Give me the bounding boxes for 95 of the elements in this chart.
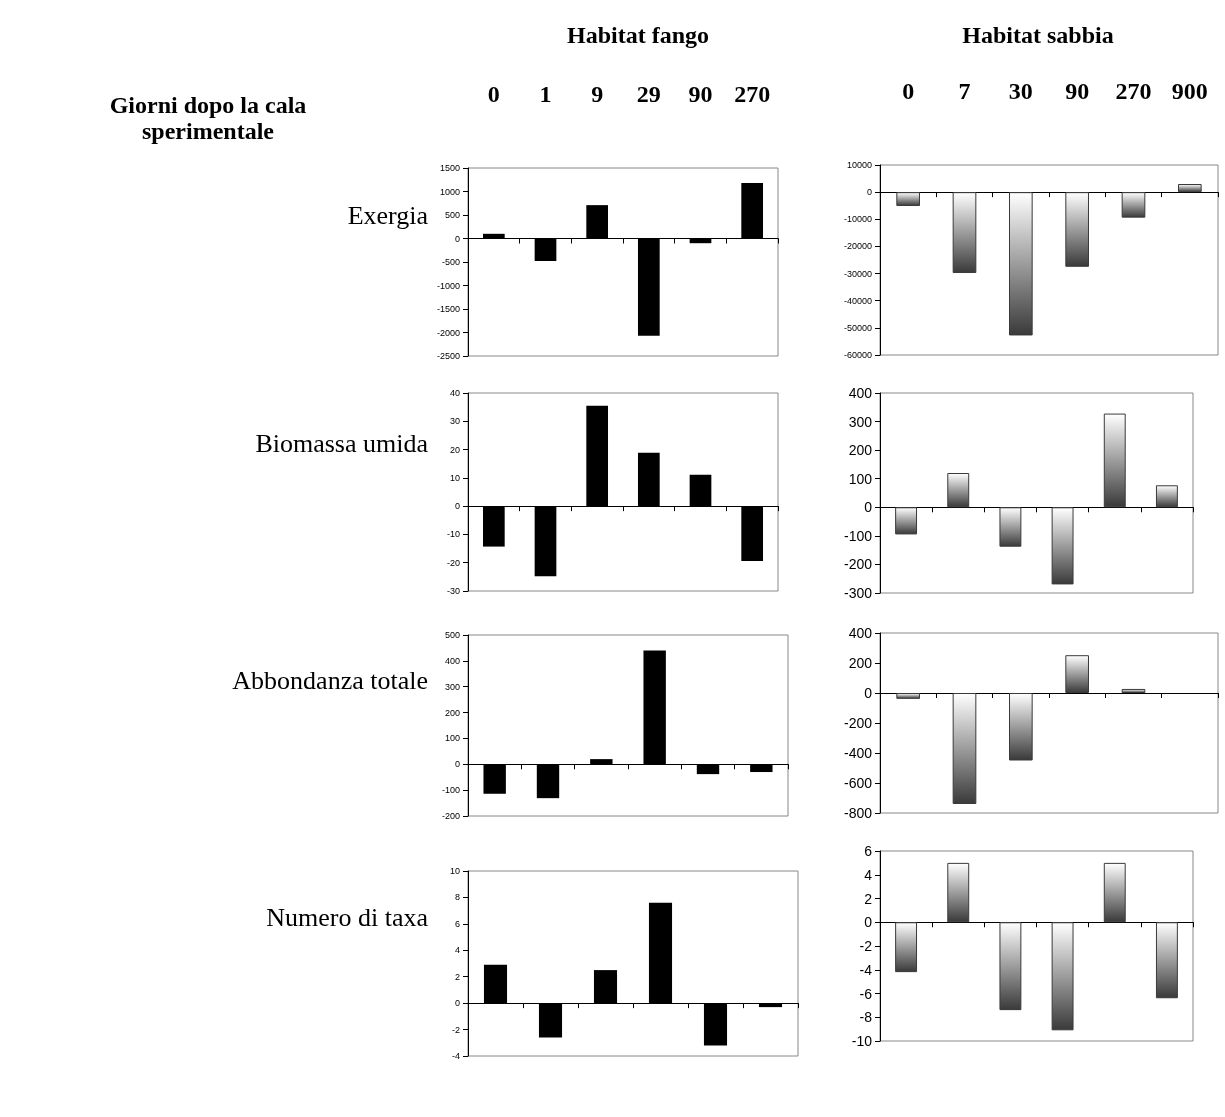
bar (895, 507, 918, 535)
y-tick-label: 100 (848, 470, 873, 487)
y-tick-label: 500 (444, 210, 460, 220)
y-tick-label: 0 (454, 998, 460, 1009)
y-tick-label: 0 (864, 914, 873, 931)
y-tick-label: -1500 (436, 304, 460, 314)
y-axis-title: Biomassa umida (254, 428, 428, 459)
y-tick-label: -100 (441, 785, 460, 796)
y-tick-label: -10 (446, 529, 460, 540)
y-tick-label: -600 (843, 775, 873, 791)
y-tick-label: 100 (444, 733, 460, 744)
y-tick-label: 2 (864, 890, 873, 907)
y-tick-label: 200 (848, 655, 873, 671)
bar (896, 693, 920, 699)
y-tick-label: 1000 (439, 186, 460, 197)
y-tick-label: 400 (848, 385, 873, 401)
bar (1009, 693, 1033, 761)
y-tick-label: 30 (449, 416, 460, 427)
y-tick-label: -30000 (843, 268, 872, 279)
x-tick-label: 270 (1115, 78, 1152, 104)
y-tick-label: -100 (843, 527, 873, 544)
chart-title: Habitat sabbia (961, 22, 1115, 49)
y-tick-label: 0 (454, 501, 460, 512)
x-tick-label: 9 (591, 81, 604, 107)
y-tick-label: 400 (848, 625, 873, 641)
bar (947, 473, 970, 508)
y-tick-label: -500 (441, 257, 460, 267)
y-tick-label: 10000 (846, 160, 872, 170)
x-tick-label: 0 (902, 78, 915, 104)
y-tick-label: -10 (851, 1033, 873, 1049)
x-tick-label: 29 (636, 81, 661, 107)
y-tick-label: 0 (864, 499, 873, 516)
y-tick-label: 10 (449, 866, 460, 876)
y-tick-label: -30 (446, 586, 460, 596)
y-tick-label: 8 (454, 892, 460, 903)
y-axis-title: Abbondanza totale (231, 666, 428, 697)
y-tick-label: -40000 (843, 295, 872, 306)
y-tick-label: 40 (449, 388, 460, 398)
y-tick-label: 4 (864, 866, 873, 883)
y-tick-label: 6 (864, 843, 873, 859)
y-tick-label: -4 (859, 961, 873, 978)
y-tick-label: 200 (848, 442, 873, 459)
bar (1065, 655, 1089, 693)
y-tick-label: -60000 (843, 350, 872, 360)
x-tick-label: 90 (1065, 78, 1090, 104)
y-tick-label: -8 (859, 1009, 873, 1026)
y-tick-label: 200 (444, 707, 460, 718)
y-axis-title: Numero di taxa (265, 903, 428, 934)
y-tick-label: -200 (441, 811, 460, 821)
y-tick-label: -2500 (436, 351, 460, 361)
x-tick-label: 900 (1171, 78, 1208, 104)
y-tick-label: -2 (451, 1024, 460, 1035)
chart-title: Habitat fango (566, 22, 710, 49)
y-axis-title: Exergia (346, 201, 428, 231)
x-tick-label: 7 (958, 78, 971, 104)
y-tick-label: -2 (859, 938, 873, 954)
y-tick-label: -200 (843, 715, 873, 731)
y-tick-label: -1000 (436, 280, 460, 291)
y-tick-label: 500 (444, 630, 460, 640)
bar (1155, 485, 1178, 508)
y-tick-label: -4 (451, 1051, 460, 1061)
bar (1051, 507, 1074, 585)
y-tick-label: -10000 (843, 214, 872, 225)
y-tick-label: 6 (454, 918, 460, 929)
y-tick-label: -50000 (843, 322, 872, 333)
x-tick-label: 30 (1008, 78, 1033, 104)
y-tick-label: 0 (864, 685, 873, 701)
y-tick-label: 0 (454, 759, 460, 770)
y-tick-label: -2000 (436, 327, 460, 338)
x-tick-label: 1 (539, 81, 552, 107)
x-tick-label: 0 (487, 81, 500, 107)
bar (952, 693, 977, 804)
x-tick-label: 90 (688, 81, 713, 107)
y-tick-label: -20000 (843, 241, 872, 252)
y-tick-label: 400 (444, 655, 460, 666)
x-axis-title: Giorni dopo la cala sperimentale (108, 92, 308, 144)
y-tick-label: -300 (843, 585, 873, 601)
x-tick-label: 270 (734, 81, 771, 107)
y-tick-label: -200 (843, 556, 873, 573)
bar (999, 507, 1022, 547)
y-tick-label: 10 (449, 472, 460, 483)
y-tick-label: 20 (449, 444, 460, 455)
y-tick-label: 4 (454, 945, 460, 956)
y-tick-label: 2 (454, 971, 460, 982)
bar (1103, 413, 1126, 508)
y-tick-label: 300 (848, 413, 873, 430)
y-tick-label: -400 (843, 745, 873, 761)
y-tick-label: 0 (454, 233, 460, 244)
y-tick-label: -20 (446, 557, 460, 568)
bar (1121, 688, 1146, 693)
y-tick-label: 1500 (439, 163, 460, 173)
y-tick-label: -800 (843, 805, 873, 821)
y-tick-label: -6 (859, 985, 873, 1002)
y-tick-label: 0 (866, 187, 872, 198)
y-tick-label: 300 (444, 681, 460, 692)
